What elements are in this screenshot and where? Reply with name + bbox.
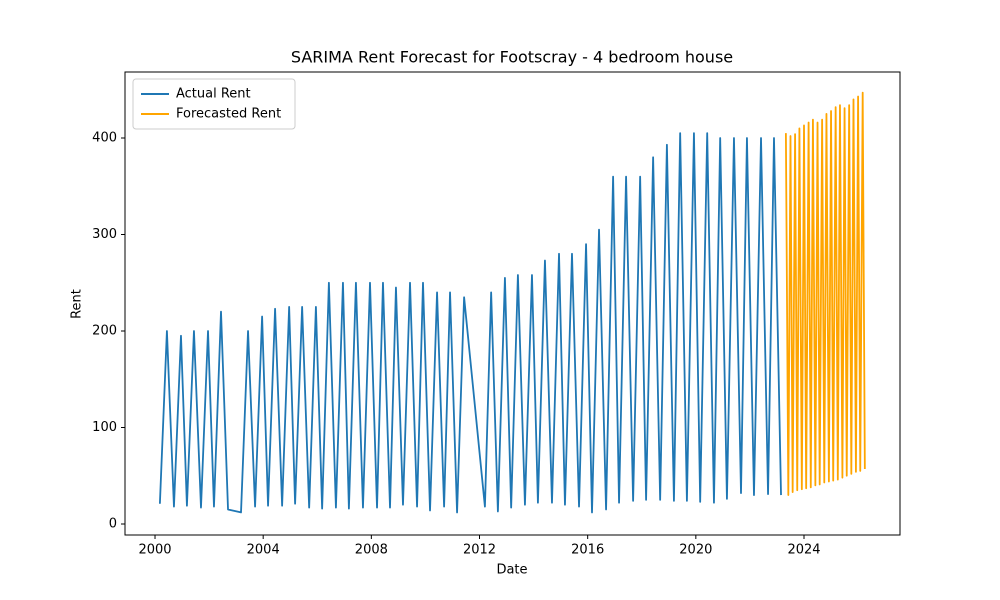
x-axis-label: Date: [496, 563, 527, 578]
y-tick-label: 100: [92, 420, 117, 435]
y-axis-label: Rent: [70, 289, 85, 319]
x-tick-label: 2012: [463, 543, 496, 558]
series-line: [158, 132, 782, 514]
x-tick-label: 2004: [247, 543, 280, 558]
legend-label: Forecasted Rent: [176, 107, 281, 122]
x-tick-label: 2016: [571, 543, 604, 558]
y-tick-label: 400: [92, 131, 117, 146]
series-line: [784, 91, 866, 496]
chart-title: SARIMA Rent Forecast for Footscray - 4 b…: [291, 48, 733, 67]
x-tick-label: 2020: [679, 543, 712, 558]
y-tick-label: 200: [92, 324, 117, 339]
legend-box: [132, 78, 296, 130]
x-tick-label: 2000: [138, 543, 171, 558]
plot-frame: [124, 71, 901, 536]
x-tick-label: 2008: [355, 543, 388, 558]
x-tick-label: 2024: [787, 543, 820, 558]
y-tick-label: 0: [109, 516, 117, 531]
legend-label: Actual Rent: [176, 87, 251, 102]
y-tick-label: 300: [92, 227, 117, 242]
